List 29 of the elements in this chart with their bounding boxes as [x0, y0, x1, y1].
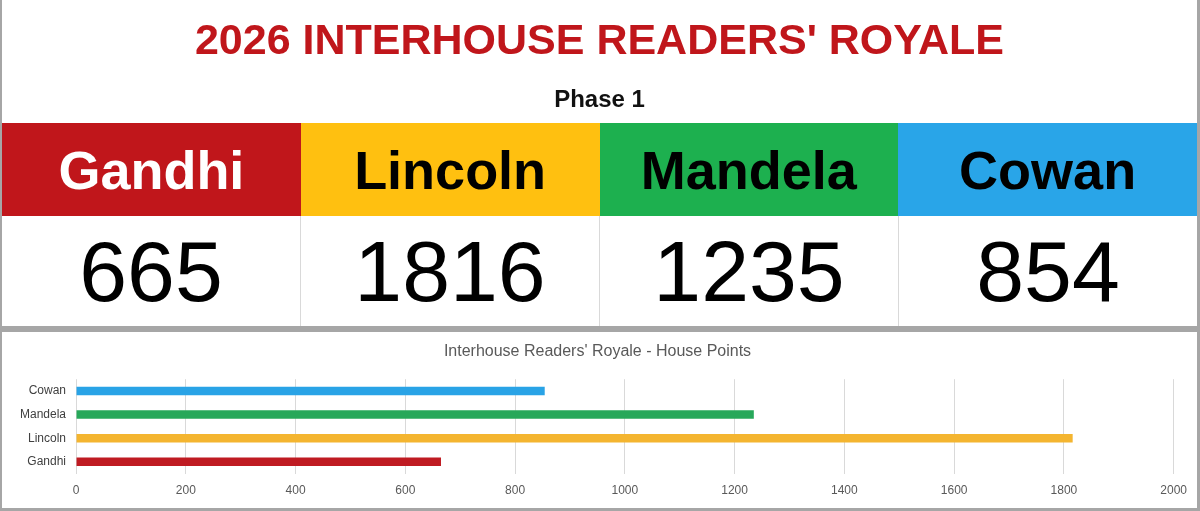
x-tick-label: 600	[395, 483, 416, 498]
y-tick-label: Cowan	[28, 383, 67, 398]
bar	[76, 410, 754, 419]
x-tick-label: 200	[175, 483, 197, 498]
x-tick-label: 1000	[611, 483, 639, 498]
bar	[76, 457, 441, 467]
data-label: 1235	[653, 223, 845, 319]
x-tick-label: 1600	[940, 483, 968, 498]
bar	[76, 386, 545, 396]
bar	[76, 433, 1073, 443]
chart-title: Interhouse Readers' Royale - House Points	[443, 342, 752, 360]
x-tick-label: 800	[505, 483, 526, 498]
text: 2026 INTERHOUSE READERS' ROYALE	[194, 14, 1005, 64]
x-tick-label: 0	[72, 483, 80, 498]
text: Phase 1	[554, 84, 645, 114]
data-label: 1816	[354, 223, 546, 319]
category-label: Cowan	[959, 138, 1137, 201]
data-label: 854	[976, 223, 1120, 319]
x-tick-label: 1800	[1050, 483, 1078, 498]
category-label: Mandela	[640, 138, 857, 201]
y-tick-label: Gandhi	[27, 454, 67, 469]
x-tick-label: 2000	[1160, 483, 1188, 498]
x-tick-label: 400	[285, 483, 306, 498]
category-label: Lincoln	[354, 138, 547, 201]
x-tick-label: 1400	[831, 483, 859, 498]
data-label: 665	[79, 223, 223, 319]
y-tick-label: Lincoln	[28, 430, 67, 445]
y-tick-label: Mandela	[20, 406, 67, 421]
x-tick-label: 1200	[721, 483, 749, 498]
